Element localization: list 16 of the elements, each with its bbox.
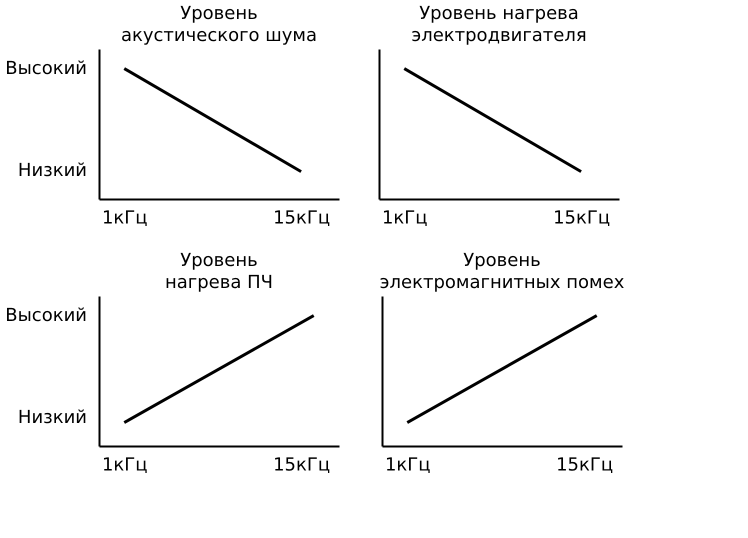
x-tick-label: 1кГц <box>102 208 148 228</box>
chart-title: Уровень электромагнитных помех <box>380 250 625 293</box>
text: Высокий <box>5 305 87 326</box>
chart-title: Уровень нагрева электродвигателя <box>411 3 587 46</box>
x-tick-label: 15кГц <box>556 454 614 476</box>
text: Высокий <box>5 58 87 79</box>
x-tick-label: 15кГц <box>553 208 610 228</box>
chart-title: Уровень нагрева ПЧ <box>165 250 273 293</box>
x-tick-label: 15кГц <box>273 454 330 476</box>
x-tick-label: 1кГц <box>102 454 148 476</box>
x-tick-label: 1кГц <box>384 454 431 476</box>
x-tick-label: 15кГц <box>273 208 330 228</box>
text: Низкий <box>18 407 87 428</box>
x-tick-label: 1кГц <box>382 208 428 228</box>
text: Низкий <box>18 160 87 181</box>
chart-title: Уровень акустического шума <box>120 3 318 46</box>
